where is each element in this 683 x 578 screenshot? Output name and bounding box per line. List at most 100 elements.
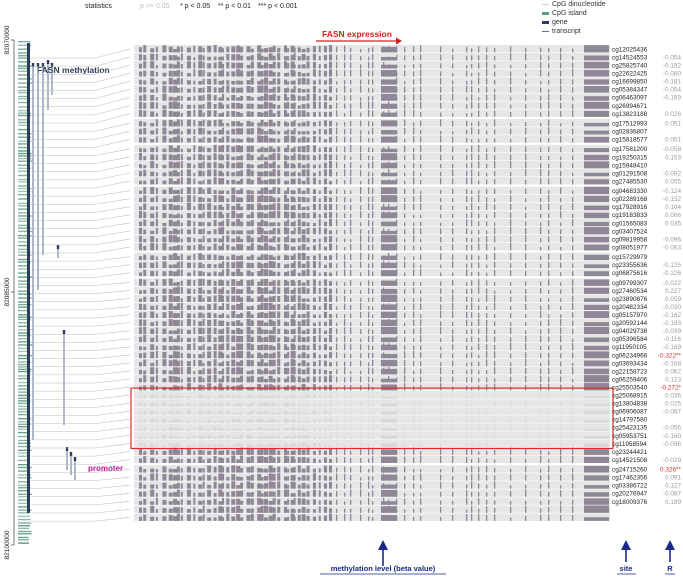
methylation-bar	[150, 410, 155, 415]
cpg-mark	[18, 408, 31, 410]
methylation-bar	[218, 420, 223, 423]
cpg-mark	[18, 487, 31, 489]
methylation-bar	[486, 359, 488, 367]
methylation-bar	[277, 337, 281, 343]
methylation-bar	[139, 86, 142, 93]
methylation-bar	[413, 79, 415, 85]
methylation-bar	[440, 500, 442, 505]
methylation-bar	[173, 313, 178, 319]
methylation-bar	[510, 500, 512, 505]
methylation-bar	[560, 229, 562, 235]
methylation-bar	[478, 237, 480, 243]
methylation-bar	[231, 46, 236, 53]
methylation-bar	[540, 368, 542, 375]
methylation-bar	[250, 164, 254, 169]
heatmap-row	[134, 144, 610, 153]
methylation-bar	[297, 252, 301, 261]
methylation-bar	[284, 418, 288, 423]
methylation-bar	[218, 87, 223, 93]
methylation-bar	[336, 102, 338, 109]
methylation-bar	[360, 514, 362, 521]
methylation-bar	[344, 85, 346, 93]
methylation-bar	[277, 72, 281, 77]
methylation-bar	[226, 161, 230, 169]
methylation-bar	[150, 213, 155, 219]
site-label: cg20592144	[612, 320, 648, 327]
methylation-bar	[560, 161, 562, 169]
methylation-bar	[143, 110, 147, 117]
methylation-bar	[290, 443, 295, 447]
methylation-bar	[486, 442, 488, 447]
connector-line	[31, 509, 131, 514]
methylation-bar	[287, 235, 290, 243]
methylation-bar	[186, 329, 191, 335]
methylation-bar	[381, 180, 397, 185]
methylation-bar	[250, 179, 254, 185]
methylation-bar	[198, 509, 203, 513]
methylation-bar	[381, 319, 397, 327]
methylation-bar	[404, 164, 406, 169]
methylation-bar	[168, 110, 173, 117]
methylation-bar	[218, 255, 223, 261]
methylation-bar	[213, 78, 217, 85]
methylation-bar	[510, 468, 512, 473]
methylation-bar	[381, 255, 397, 261]
methylation-bar	[250, 97, 254, 101]
methylation-bar	[168, 345, 173, 351]
methylation-bar	[250, 122, 254, 127]
connector-line	[31, 172, 131, 181]
methylation-bar	[413, 163, 415, 169]
methylation-bar	[226, 144, 230, 153]
methylation-bar	[360, 261, 362, 269]
methylation-bar	[150, 255, 155, 261]
methylation-bar	[306, 255, 310, 261]
methylation-bar	[246, 351, 251, 359]
methylation-bar	[193, 129, 196, 135]
methylation-bar	[246, 96, 251, 101]
methylation-bar	[180, 104, 183, 109]
methylation-bar	[350, 338, 352, 343]
methylation-bar	[440, 443, 442, 447]
methylation-bar	[452, 289, 454, 294]
methylation-bar	[312, 136, 316, 143]
methylation-bar	[297, 345, 301, 351]
methylation-bar	[186, 403, 191, 407]
methylation-bar	[143, 370, 147, 375]
methylation-bar	[207, 375, 212, 383]
methylation-bar	[486, 172, 488, 177]
site-label: cg06875616	[612, 270, 648, 277]
site-label: cg11958594	[612, 441, 647, 448]
methylation-bar	[257, 71, 262, 77]
methylation-bar	[329, 255, 333, 261]
r-value: 0.091	[665, 475, 681, 482]
methylation-bar	[344, 163, 346, 169]
methylation-bar	[143, 326, 147, 335]
connector-line	[31, 476, 131, 481]
methylation-bar	[584, 122, 609, 127]
methylation-bar	[560, 85, 562, 93]
methylation-bar	[440, 469, 442, 473]
methylation-bar	[306, 169, 310, 177]
methylation-bar	[572, 179, 574, 185]
methylation-bar	[226, 491, 230, 497]
methylation-bar	[173, 97, 178, 101]
methylation-bar	[231, 138, 236, 143]
methylation-bar	[323, 246, 327, 251]
methylation-bar	[440, 517, 442, 521]
methylation-bar	[168, 63, 173, 69]
methylation-bar	[510, 77, 512, 85]
methylation-bar	[143, 128, 147, 135]
methylation-bar	[290, 135, 295, 143]
heatmap-row	[134, 513, 610, 521]
methylation-bar	[301, 206, 306, 211]
methylation-bar	[240, 46, 244, 53]
methylation-bar	[162, 236, 167, 243]
cpg-mark	[18, 421, 30, 423]
methylation-bar	[257, 490, 262, 497]
site-label: cg06259406	[612, 376, 648, 383]
methylation-bar	[240, 62, 244, 69]
methylation-bar	[336, 81, 338, 85]
methylation-bar	[360, 222, 362, 227]
methylation-bar	[268, 64, 273, 69]
methylation-bar	[306, 420, 310, 423]
